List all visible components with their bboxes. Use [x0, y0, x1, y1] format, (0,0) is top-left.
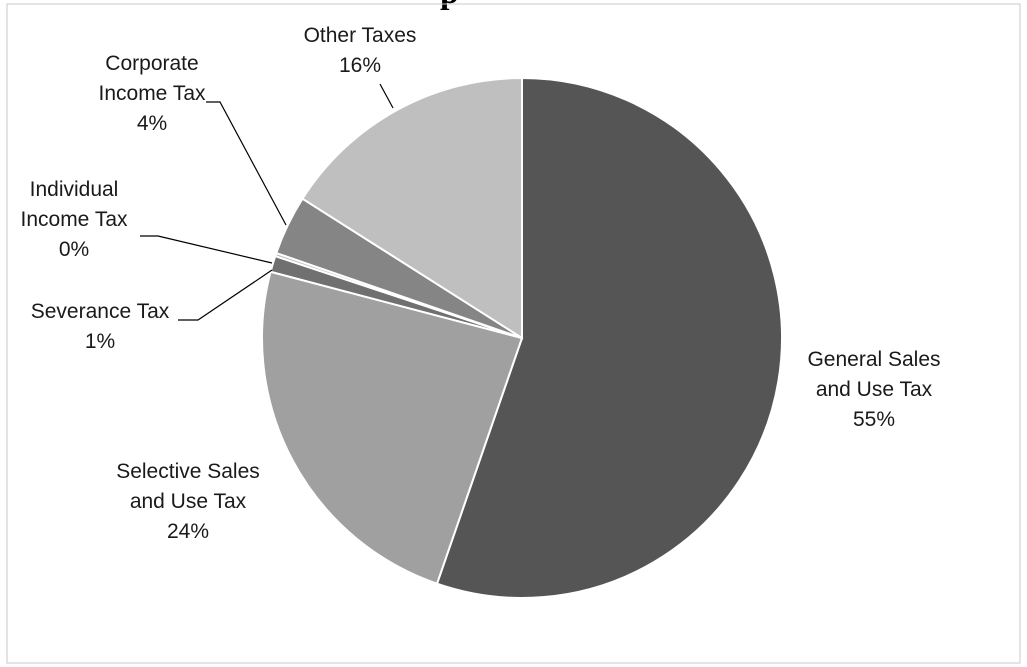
data-label-corporate-income-tax: Income Tax	[99, 82, 206, 105]
data-label-selective-sales-and-use-tax: and Use Tax	[130, 490, 247, 513]
data-label-pct-individual-income-tax: 0%	[59, 238, 89, 261]
leader-line-corporate	[206, 101, 287, 226]
data-label-general-sales-and-use-tax: and Use Tax	[816, 378, 933, 401]
pie-slice-selective-sales-and-use-tax	[261, 270, 524, 585]
data-label-individual-income-tax: Individual	[30, 178, 119, 201]
data-label-corporate-income-tax: Corporate	[105, 52, 198, 75]
data-label-severance-tax: Severance Tax	[31, 300, 170, 323]
pie-slice-other-taxes	[301, 76, 523, 340]
leader-line-other-taxes	[379, 83, 394, 109]
data-label-general-sales-and-use-tax: General Sales	[807, 348, 940, 371]
data-label-individual-income-tax: Income Tax	[21, 208, 128, 231]
leader-line-severance	[178, 269, 273, 321]
data-label-pct-general-sales-and-use-tax: 55%	[853, 408, 895, 431]
data-label-pct-severance-tax: 1%	[85, 330, 115, 353]
data-label-selective-sales-and-use-tax: Selective Sales	[116, 460, 260, 483]
data-label-pct-other-taxes: 16%	[339, 54, 381, 77]
data-label-pct-corporate-income-tax: 4%	[137, 112, 167, 135]
pie-slice-general-sales-and-use-tax	[435, 76, 783, 599]
data-label-other-taxes: Other Taxes	[304, 24, 417, 47]
plot-border	[6, 3, 1021, 664]
chart-title-fragment: p	[440, 0, 459, 10]
leader-line-individual	[140, 235, 273, 264]
data-label-pct-selective-sales-and-use-tax: 24%	[167, 520, 209, 543]
